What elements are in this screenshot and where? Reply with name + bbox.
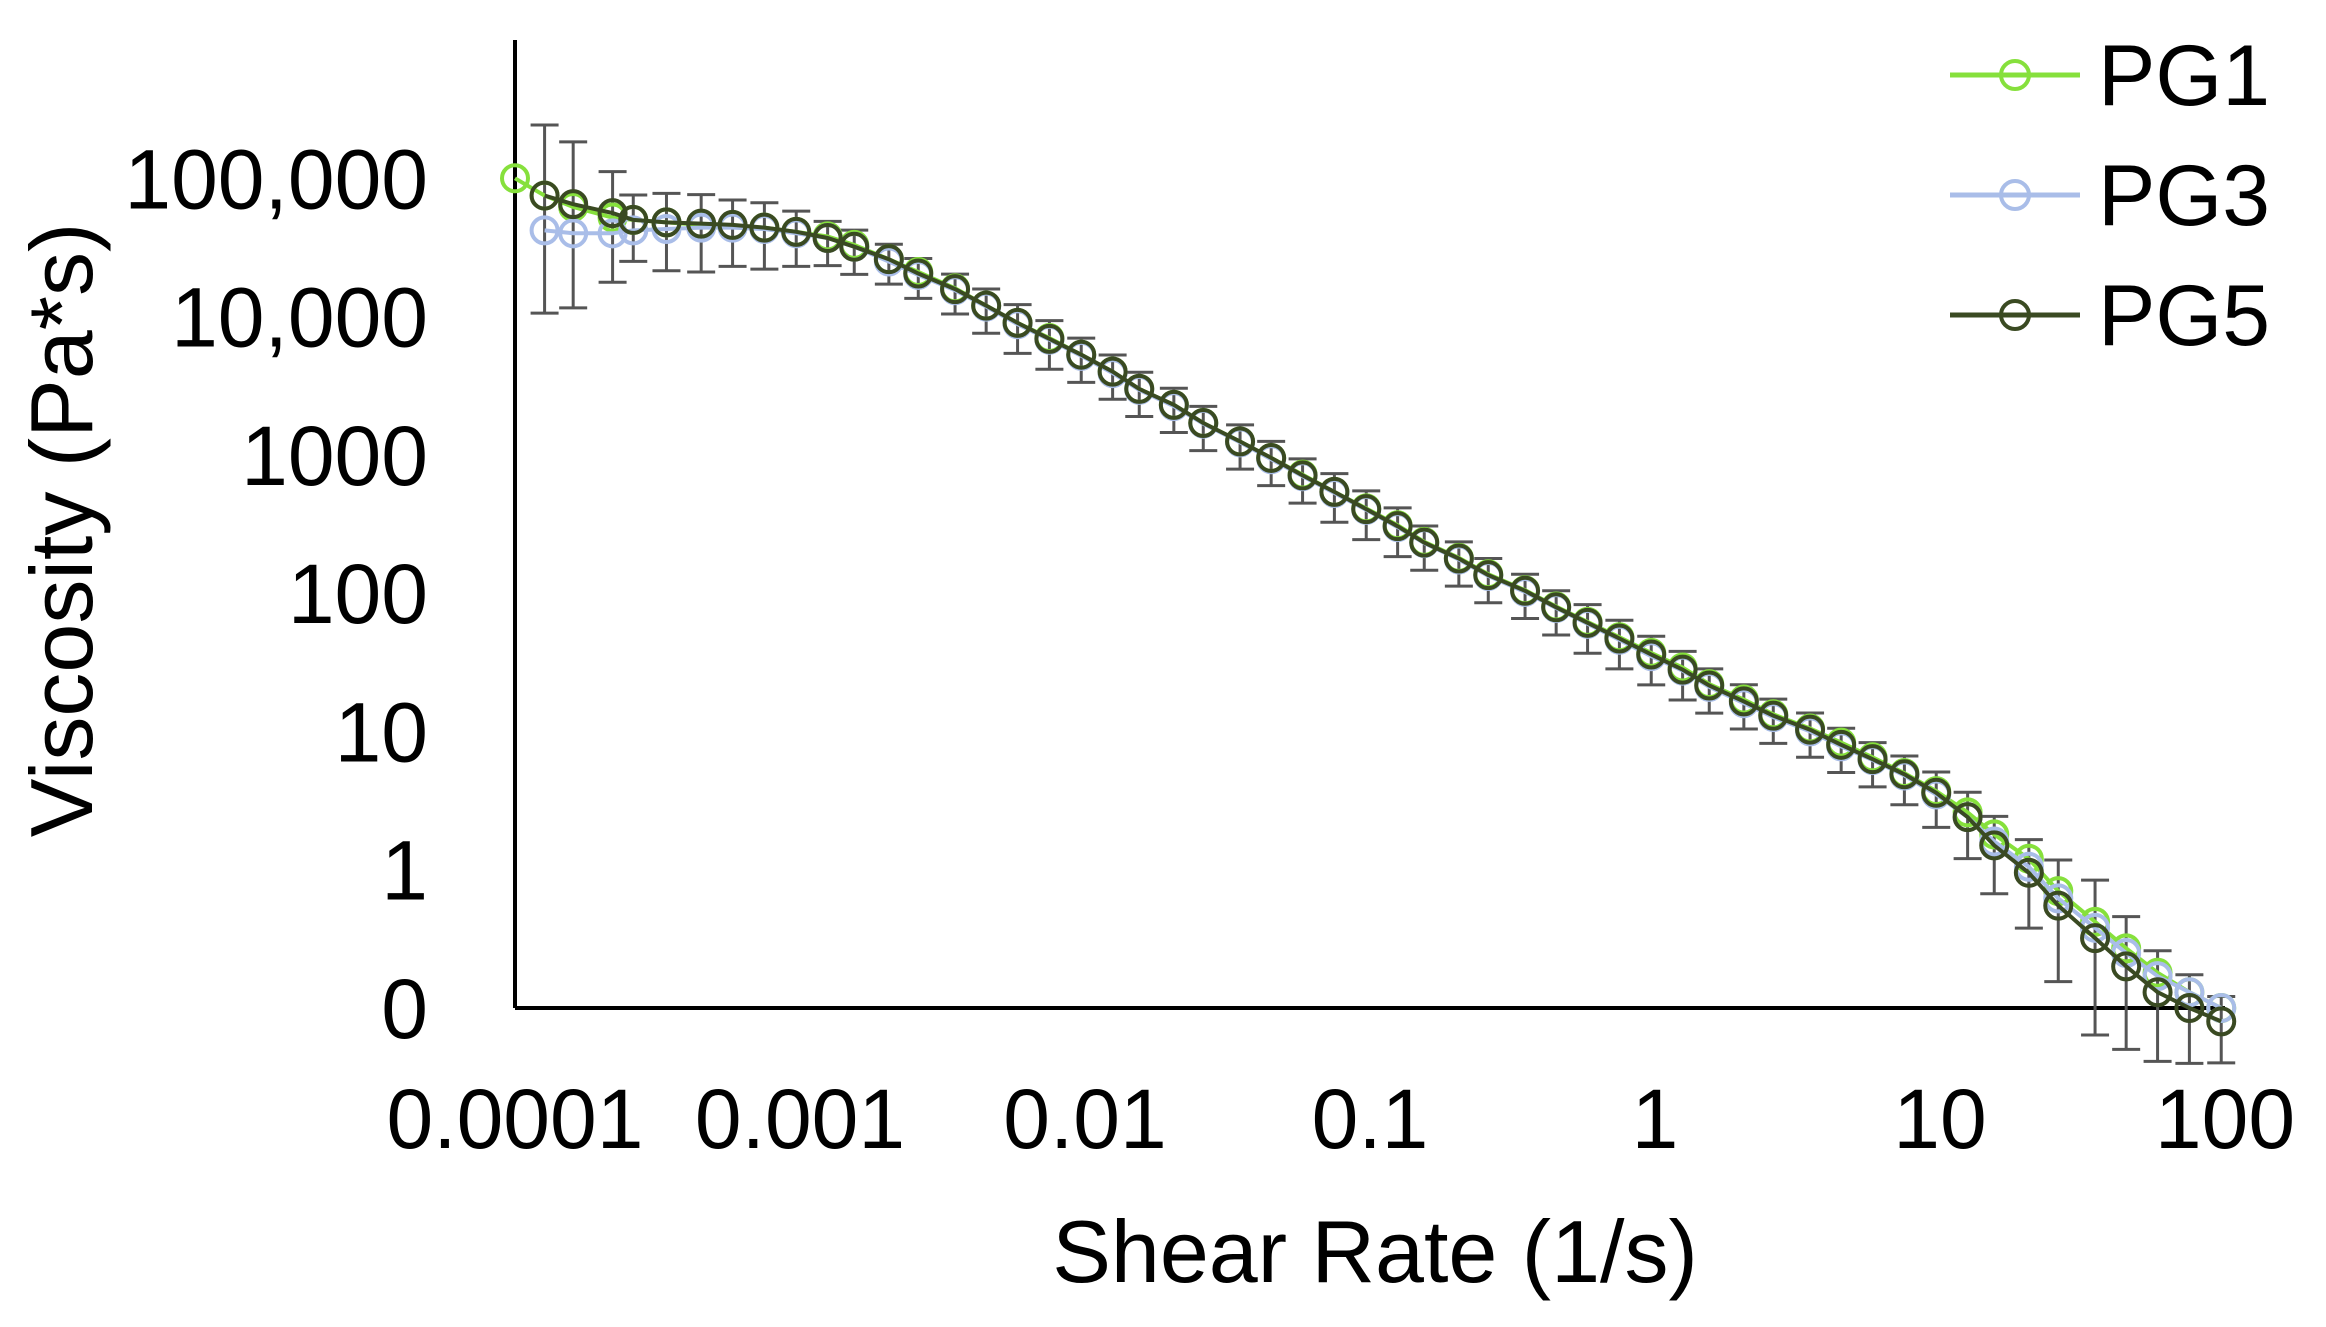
legend-label: PG3 — [2098, 148, 2270, 244]
x-tick-label: 0.0001 — [387, 1072, 644, 1166]
data-point — [1541, 592, 1572, 623]
data-point — [1572, 607, 1603, 638]
data-point — [1158, 389, 1189, 420]
data-point — [1124, 373, 1155, 404]
data-point — [1409, 527, 1440, 558]
data-point — [1952, 802, 1983, 833]
data-point — [812, 222, 843, 253]
data-point — [1097, 356, 1128, 387]
y-tick-label: 10,000 — [171, 271, 428, 365]
data-point — [597, 198, 628, 229]
axes — [513, 40, 2225, 1010]
data-point — [529, 180, 560, 211]
x-tick-label: 0.001 — [695, 1072, 905, 1166]
data-point — [1728, 686, 1759, 717]
data-point — [1034, 323, 1065, 354]
data-point — [1636, 639, 1667, 670]
data-point — [903, 258, 934, 289]
y-tick-label: 1000 — [241, 409, 428, 503]
legend-item-pg1: PG1 — [1950, 28, 2270, 124]
data-point — [1889, 759, 1920, 790]
x-tick-label: 0.01 — [1003, 1072, 1167, 1166]
legend-marker — [1999, 59, 2031, 91]
data-point — [1604, 623, 1635, 654]
data-point — [2111, 951, 2142, 982]
legend-label: PG5 — [2098, 268, 2270, 364]
legend: PG1 PG3 PG5 — [1950, 28, 2270, 364]
data-point — [1188, 407, 1219, 438]
data-point — [1979, 830, 2010, 861]
series-line — [544, 225, 2223, 1010]
data-point — [1921, 777, 1952, 808]
data-point — [2013, 857, 2044, 888]
data-point — [1795, 714, 1826, 745]
data-point — [558, 218, 589, 249]
data-point — [1758, 700, 1789, 731]
x-tick-label: 1 — [1632, 1072, 1679, 1166]
data-point — [971, 290, 1002, 321]
y-tick-label: 100,000 — [124, 132, 428, 226]
data-point — [686, 208, 717, 239]
data-point — [1225, 426, 1256, 457]
data-point — [1694, 670, 1725, 701]
x-tick-label: 0.1 — [1312, 1072, 1429, 1166]
data-point — [2206, 1006, 2237, 1037]
series-line — [544, 193, 2222, 1024]
x-axis-title: Shear Rate (1/s) — [1052, 1202, 1698, 1301]
data-point — [1319, 476, 1350, 507]
data-point — [873, 244, 904, 275]
data-point — [651, 207, 682, 238]
legend-marker — [1999, 299, 2031, 331]
data-point — [1857, 744, 1888, 775]
data-point — [500, 163, 530, 194]
series-pg5 — [529, 180, 2237, 1037]
data-point — [749, 212, 780, 243]
error-bars — [530, 123, 2236, 1065]
data-point — [839, 231, 870, 262]
series-pg3 — [529, 212, 2237, 1023]
y-tick-label: 100 — [288, 547, 428, 641]
data-point — [529, 215, 560, 246]
data-point — [2174, 993, 2205, 1023]
data-point — [2080, 923, 2111, 954]
data-point — [1066, 339, 1097, 370]
data-point — [558, 189, 589, 220]
x-tick-label: 100 — [2155, 1072, 2295, 1166]
x-tick-label: 10 — [1893, 1072, 1986, 1166]
data-point — [1826, 729, 1857, 760]
y-tick-label: 0 — [381, 962, 428, 1056]
data-point — [1287, 460, 1318, 491]
legend-marker — [1999, 179, 2031, 211]
data-point — [1443, 543, 1474, 574]
data-point — [2043, 890, 2074, 921]
data-point — [1351, 494, 1382, 525]
data-point — [2142, 977, 2173, 1008]
legend-item-pg3: PG3 — [1950, 148, 2270, 244]
data-point — [1002, 307, 1033, 338]
data-point — [717, 209, 748, 240]
data-point — [2142, 961, 2173, 992]
data-point — [2174, 977, 2205, 1008]
data-point — [1382, 511, 1413, 542]
data-point — [618, 204, 649, 235]
data-point — [1510, 575, 1541, 606]
series-pg1 — [500, 163, 2237, 1023]
y-axis-title: Viscosity (Pa*s) — [12, 223, 111, 838]
y-tick-label: 10 — [335, 685, 428, 779]
data-series — [500, 163, 2237, 1037]
data-point — [1256, 442, 1287, 473]
legend-item-pg5: PG5 — [1950, 268, 2270, 364]
data-point — [618, 215, 649, 246]
data-point — [940, 274, 971, 305]
data-point — [781, 216, 812, 247]
data-point — [1667, 654, 1698, 685]
series-line — [513, 176, 2223, 1010]
data-point — [1473, 560, 1504, 591]
legend-label: PG1 — [2098, 28, 2270, 124]
y-tick-label: 1 — [381, 824, 428, 918]
tick-labels: 0.0001 0.001 0.01 0.1 1 10 1000110100100010,00… — [124, 132, 2295, 1166]
data-point — [597, 218, 628, 249]
